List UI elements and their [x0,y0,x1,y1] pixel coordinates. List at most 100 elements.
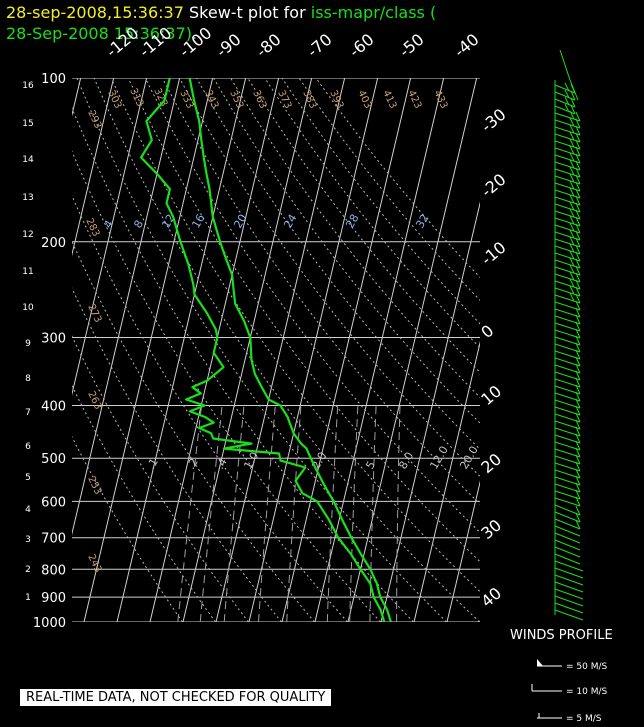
isotherm-line [446,480,480,622]
wind-barb-flag [569,159,575,169]
dry-adiabat-label: 283 [83,217,101,239]
dewpoint-profile [140,78,386,622]
legend-10ms-label: = 10 M/S [566,687,608,697]
winds-profile-label: WINDS PROFILE [510,628,613,643]
wind-barb-flag [575,349,581,360]
wind-barb-flag [575,363,581,374]
temperature-tick-label: -70 [303,30,335,61]
height-tick-label: 3 [25,535,31,545]
wind-barb-flag [569,215,575,225]
wind-barb-flag [575,111,581,122]
legend-50ms: = 50 M/S [537,659,608,672]
height-tick-label: 2 [25,565,31,575]
dry-adiabat-label: 253 [85,475,103,497]
mixing-ratio-label: 28 [343,212,361,231]
wind-barb-flag [575,328,581,339]
wind-barb [554,532,581,544]
wind-barb-flag [575,272,581,283]
dry-adiabat-label: 313 [127,87,145,109]
dry-adiabat [76,78,447,622]
wind-barb-flag [569,124,575,134]
legend-5ms-label: = 5 M/S [566,714,602,724]
wind-barb-flag [575,405,581,416]
wind-barb [554,560,584,572]
wind-barb-flag [575,398,581,409]
dry-adiabat [72,335,249,622]
wind-barb-flag [575,223,581,234]
wind-barb-flag [575,475,581,486]
isotherm-line [479,619,480,622]
wind-barb [554,539,581,551]
isotherm-line [380,201,480,622]
isotherm-line [72,78,115,257]
temperature-tick-label: 40 [477,583,505,611]
height-tick-label: 16 [22,81,34,91]
temperature-tick-label: 10 [477,381,505,409]
dry-adiabat [93,78,480,622]
wind-barb-flag [575,370,581,381]
mixing-ratio-label: 20 [231,212,249,231]
mixing-ratio-label: 32 [413,212,431,231]
wind-barb [554,497,581,507]
wind-barb-flag [569,285,575,295]
wind-barb [554,609,584,621]
dry-adiabat [72,150,381,622]
wind-barb-flag [575,265,581,276]
dry-adiabat-label: 383 [300,89,318,111]
wind-barb-flag [575,160,581,171]
wind-barb-flag [575,237,581,248]
wind-barb-flag [575,251,581,262]
dry-adiabat-label: 243 [85,553,103,575]
wind-barb-flag [569,264,575,274]
isotherm-line [116,78,247,622]
mixing-ratio-label: 5 [363,459,378,472]
wind-barb-flag [569,250,575,260]
height-tick-label: 4 [25,505,31,515]
wind-barb-flag [564,82,570,92]
isotherm-line [281,78,412,622]
wind-barb [554,546,581,558]
isotherm-line [413,340,480,622]
pressure-tick-label: 100 [41,72,66,87]
wind-barb [554,588,584,600]
wind-barb-flag [575,461,581,472]
isotherm-line [248,78,379,622]
mixing-ratio-label: 24 [281,212,299,231]
wind-barb-flag [575,300,581,311]
wind-barb-flag [575,286,581,297]
wind-barb-flag [564,103,570,113]
wind-barb [554,525,581,537]
wind-barb-flag [569,222,575,232]
wind-barb-flag [575,335,581,346]
pressure-tick-label: 500 [41,452,66,467]
wind-barb-flag [569,201,575,211]
isotherm-line [83,78,214,622]
temperature-tick-label: -120 [102,23,142,61]
wind-barb-flag [575,391,581,402]
wind-barb-flag [575,356,581,367]
isotherm-line [72,78,181,536]
wind-barb-flag [575,202,581,213]
isotherm-line [0,78,15,622]
height-tick-label: 9 [25,339,31,349]
wind-barb-flag [575,258,581,269]
wind-barb-flag [569,138,575,148]
wind-barb-flag [575,512,581,523]
wind-barb-flag [575,153,581,164]
wind-barb-flag [575,167,581,178]
quality-note: REAL-TIME DATA, NOT CHECKED FOR QUALITY [20,689,332,706]
wind-barb-flag [569,180,575,190]
wind-barb-flag [575,188,581,199]
chart-subtitle: 28-Sep-2008 15:36:37). [6,24,198,43]
pressure-tick-label: 1000 [33,616,66,631]
pressure-tick-label: 700 [41,532,66,547]
height-tick-label: 13 [22,193,33,203]
wind-barb-flag [575,174,581,185]
mixing-ratio-line [199,405,223,622]
wind-barb-flag [575,216,581,227]
legend-10ms: = 10 M/S [531,684,608,697]
dry-adiabat-label: 393 [327,89,345,111]
pressure-tick-label: 300 [41,332,66,347]
wind-barb-flag [575,342,581,353]
temperature-profile [188,78,392,622]
